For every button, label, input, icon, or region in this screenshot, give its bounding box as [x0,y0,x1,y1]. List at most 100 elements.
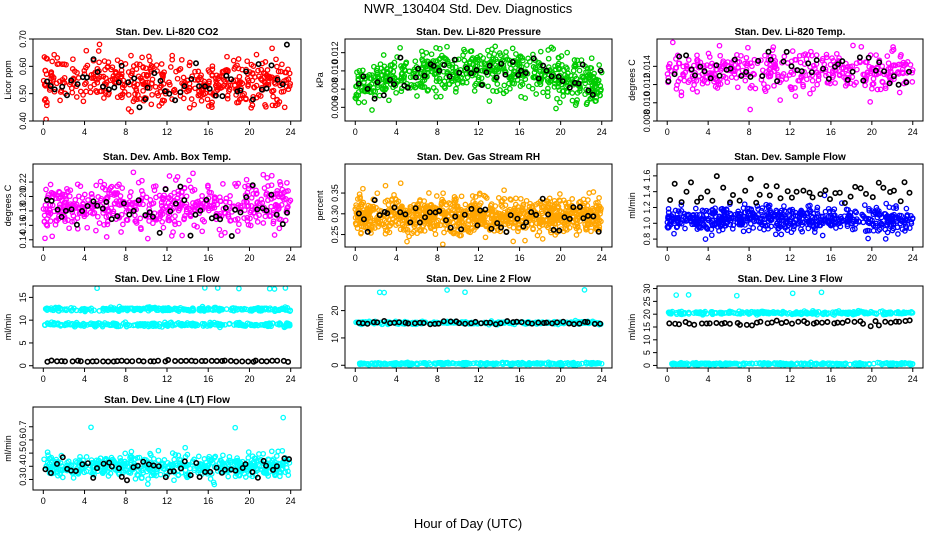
data-point [780,58,787,65]
data-point [68,206,75,213]
data-point [211,198,218,205]
data-point [751,212,758,219]
data-point [355,89,362,95]
data-point [840,65,847,71]
data-point [263,85,270,92]
data-point [199,193,205,199]
data-point [44,194,51,201]
data-point [392,218,399,225]
data-point [803,76,810,83]
data-point [73,94,80,100]
data-point [583,101,590,108]
data-point [767,56,774,63]
data-point [497,52,504,59]
x-tick-label: 16 [515,253,525,263]
data-point [800,52,807,58]
data-point [744,60,751,67]
data-point [150,304,156,311]
x-tick-label: 20 [556,127,566,137]
x-tick-label: 4 [394,127,399,137]
data-point [807,90,813,97]
data-point [51,88,58,95]
data-point [418,227,424,234]
data-point [718,218,724,225]
data-point [90,56,97,63]
data-point [770,44,777,50]
data-point [58,358,65,365]
x-tick-label: 0 [353,127,358,137]
data-point [588,55,595,62]
data-point [146,201,153,208]
data-point [800,187,807,194]
panel-title: Stan. Dev. Sample Flow [734,152,846,163]
data-point [515,204,521,210]
data-point [43,116,49,121]
data-point [540,89,546,96]
x-tick-label: 8 [123,127,128,137]
data-point [459,79,466,86]
data-point [166,173,173,179]
data-point [844,223,851,230]
data-point [667,197,674,204]
data-point [678,92,685,99]
data-point [149,201,155,207]
data-point [454,74,461,81]
data-point [777,97,784,103]
data-point [823,51,830,58]
data-point [502,221,509,227]
data-point [851,82,858,88]
data-point [526,203,533,210]
data-point [774,220,780,227]
data-point [408,207,415,214]
data-point [253,191,260,197]
data-point [421,228,428,234]
data-point [398,63,404,69]
data-point [553,105,559,112]
data-point [447,224,454,231]
data-point [458,232,464,239]
data-point [196,83,203,90]
data-point [909,216,916,222]
data-point [99,205,106,212]
data-point [262,59,269,65]
data-point [123,323,130,330]
data-point [254,219,261,225]
data-point [181,215,188,222]
data-point [866,63,873,70]
data-point [761,216,767,223]
data-point [220,181,226,187]
data-point [882,236,889,242]
data-point [596,217,603,223]
data-point [213,357,220,364]
data-point [235,202,242,208]
data-point [767,209,773,216]
data-point [274,357,281,364]
data-point [234,99,240,106]
data-point [397,44,403,51]
data-point [864,227,871,234]
data-point [56,308,62,314]
data-point [61,306,68,313]
data-point [538,71,545,78]
y-tick-label: 0.014 [642,55,652,78]
data-point [473,80,479,87]
data-point [774,78,781,85]
data-point [501,82,508,89]
data-point [137,224,144,231]
data-point [441,55,447,61]
data-point [836,71,843,78]
data-point [758,57,764,64]
x-tick-label: 8 [435,253,440,263]
data-point [518,67,525,74]
data-point [392,211,399,218]
data-point [766,192,773,199]
data-point [410,73,417,80]
data-point [355,80,362,87]
data-point [276,204,282,211]
y-tick-label: 0.60 [18,58,28,76]
panel-title: Stan. Dev. Li-820 Pressure [416,27,541,38]
data-point [133,218,140,225]
data-point [515,72,522,79]
data-point [701,68,708,75]
